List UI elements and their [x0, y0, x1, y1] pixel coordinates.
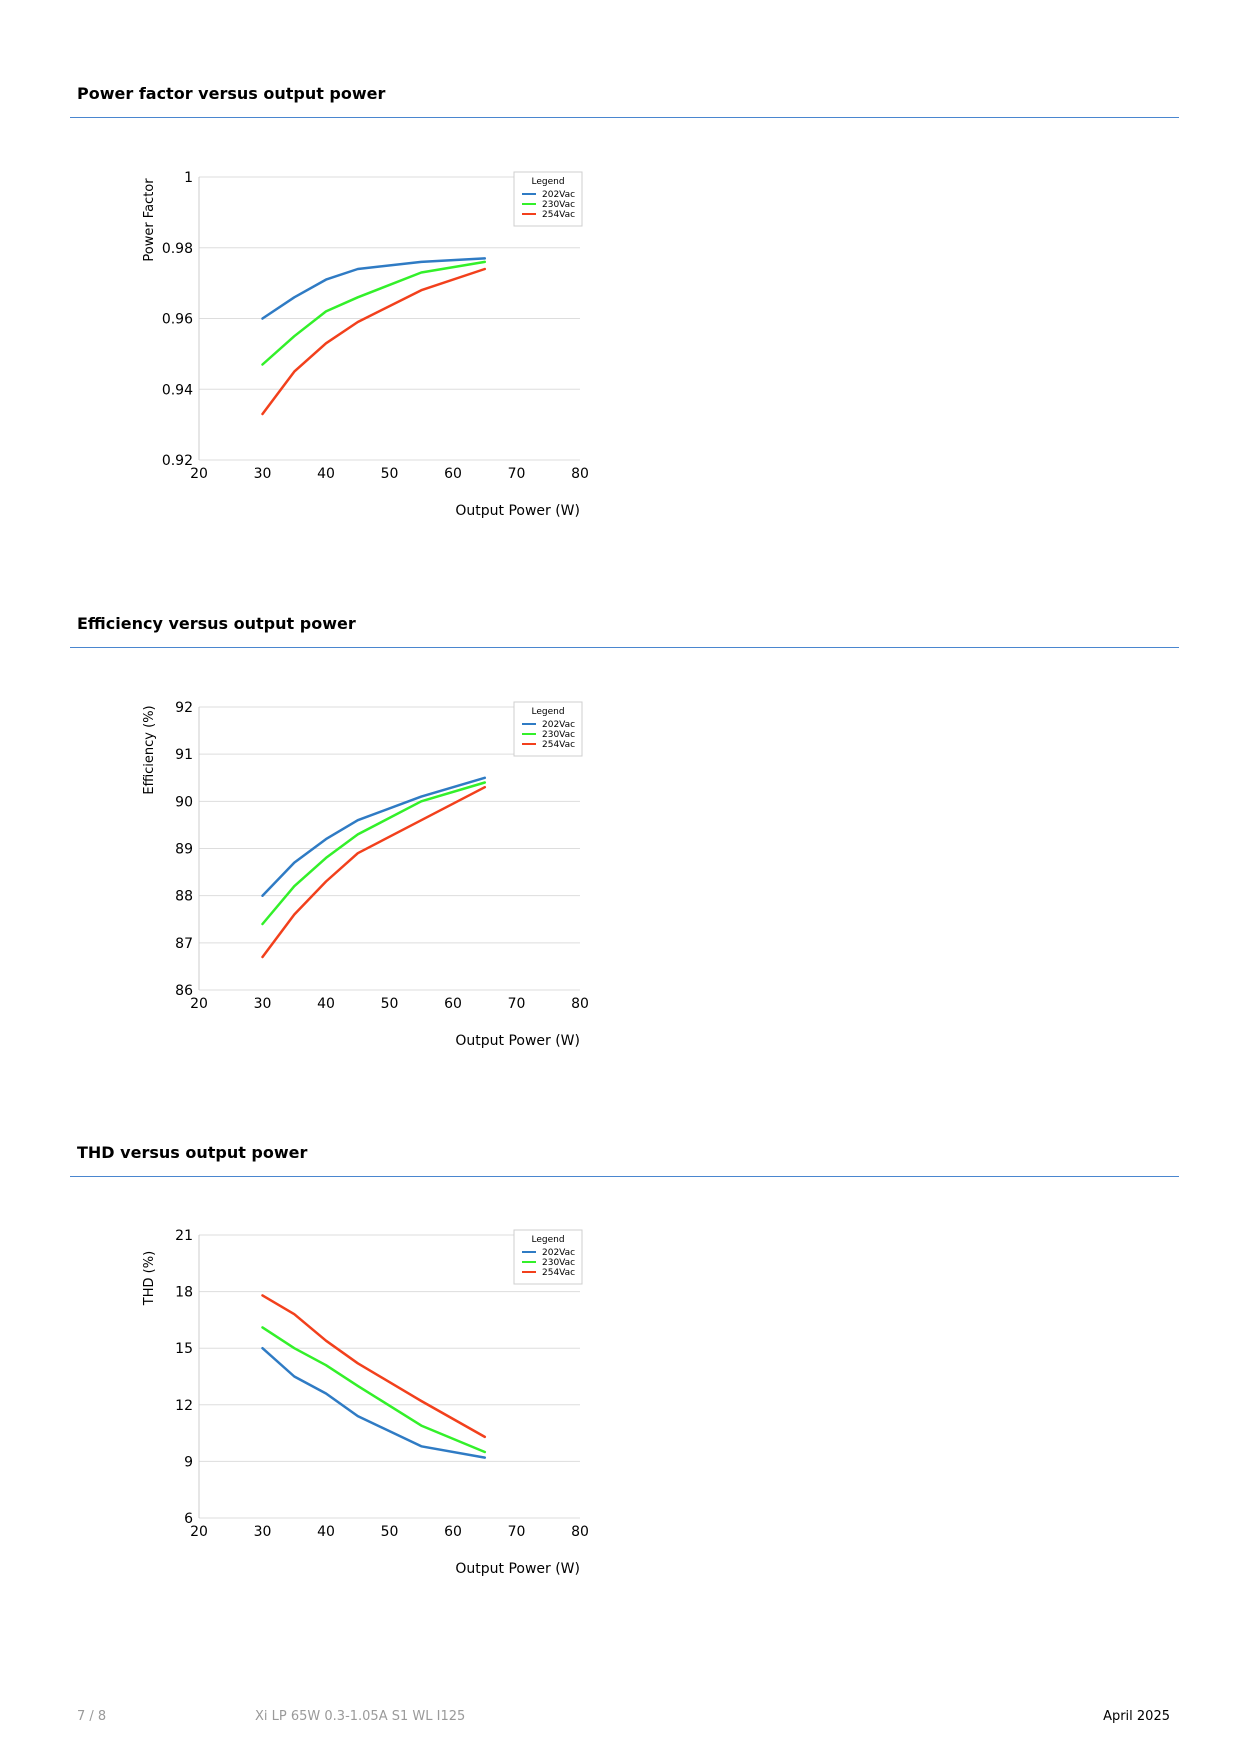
section-divider — [70, 1176, 1179, 1177]
section-title: Efficiency versus output power — [77, 614, 356, 633]
x-tick-label: 70 — [508, 996, 526, 1012]
section-divider — [70, 117, 1179, 118]
series-line-202vac — [261, 257, 487, 320]
y-axis-title: THD (%) — [142, 1251, 157, 1306]
x-tick-label: 20 — [190, 466, 208, 482]
footer-product-name: Xi LP 65W 0.3-1.05A S1 WL I125 — [255, 1709, 466, 1724]
x-tick-label: 60 — [444, 1524, 462, 1540]
x-tick-label: 80 — [571, 996, 589, 1012]
series-line-202vac — [261, 1346, 487, 1459]
x-tick-label: 30 — [254, 996, 272, 1012]
y-tick-label: 0.98 — [162, 241, 193, 257]
section-divider — [70, 647, 1179, 648]
y-tick-label: 21 — [175, 1228, 193, 1244]
section-title: THD versus output power — [77, 1143, 308, 1162]
x-tick-label: 50 — [381, 466, 399, 482]
y-tick-label: 1 — [184, 170, 193, 186]
section-title: Power factor versus output power — [77, 84, 386, 103]
y-axis-title: Efficiency (%) — [142, 705, 157, 794]
y-tick-label: 0.92 — [162, 453, 193, 469]
legend-label: 230Vac — [542, 730, 575, 740]
y-tick-label: 89 — [175, 842, 193, 858]
x-tick-label: 40 — [317, 996, 335, 1012]
x-tick-label: 60 — [444, 996, 462, 1012]
y-tick-label: 88 — [175, 889, 193, 905]
legend-title: Legend — [531, 1235, 564, 1245]
x-tick-label: 20 — [190, 1524, 208, 1540]
x-tick-label: 50 — [381, 1524, 399, 1540]
legend-title: Legend — [531, 707, 564, 717]
x-tick-label: 30 — [254, 466, 272, 482]
y-tick-label: 12 — [175, 1398, 193, 1414]
legend-label: 230Vac — [542, 200, 575, 210]
footer-date: April 2025 — [1103, 1709, 1170, 1724]
y-tick-label: 90 — [175, 794, 193, 810]
legend-label: 202Vac — [542, 1248, 575, 1258]
x-axis-title: Output Power (W) — [455, 1033, 580, 1049]
x-tick-label: 80 — [571, 466, 589, 482]
y-tick-label: 86 — [175, 983, 193, 999]
series-line-230vac — [261, 1326, 487, 1454]
x-tick-label: 70 — [508, 466, 526, 482]
footer-page-number: 7 / 8 — [77, 1709, 107, 1724]
y-tick-label: 0.94 — [162, 382, 193, 398]
series-line-230vac — [261, 260, 487, 366]
y-tick-label: 91 — [175, 747, 193, 763]
x-tick-label: 60 — [444, 466, 462, 482]
y-tick-label: 87 — [175, 936, 193, 952]
legend-box — [513, 171, 583, 227]
legend-box — [513, 1229, 583, 1285]
x-axis-title: Output Power (W) — [455, 1561, 580, 1577]
series-line-230vac — [261, 781, 487, 926]
y-tick-label: 6 — [184, 1511, 193, 1527]
x-tick-label: 70 — [508, 1524, 526, 1540]
y-tick-label: 18 — [175, 1285, 193, 1301]
y-tick-label: 15 — [175, 1341, 193, 1357]
y-tick-label: 0.96 — [162, 312, 193, 328]
x-tick-label: 80 — [571, 1524, 589, 1540]
x-tick-label: 40 — [317, 1524, 335, 1540]
series-line-254vac — [261, 267, 487, 416]
y-tick-label: 9 — [184, 1454, 193, 1470]
legend-label: 202Vac — [542, 190, 575, 200]
y-tick-label: 92 — [175, 700, 193, 716]
legend-box — [513, 701, 583, 757]
legend-title: Legend — [531, 177, 564, 187]
legend-label: 254Vac — [542, 740, 575, 750]
legend-label: 254Vac — [542, 1268, 575, 1278]
legend-label: 254Vac — [542, 210, 575, 220]
x-axis-title: Output Power (W) — [455, 503, 580, 519]
legend-label: 230Vac — [542, 1258, 575, 1268]
x-tick-label: 50 — [381, 996, 399, 1012]
series-line-254vac — [261, 1294, 487, 1439]
x-tick-label: 40 — [317, 466, 335, 482]
y-axis-title: Power Factor — [142, 178, 157, 262]
series-line-202vac — [261, 776, 487, 897]
x-tick-label: 30 — [254, 1524, 272, 1540]
x-tick-label: 20 — [190, 996, 208, 1012]
series-line-254vac — [261, 785, 487, 959]
legend-label: 202Vac — [542, 720, 575, 730]
